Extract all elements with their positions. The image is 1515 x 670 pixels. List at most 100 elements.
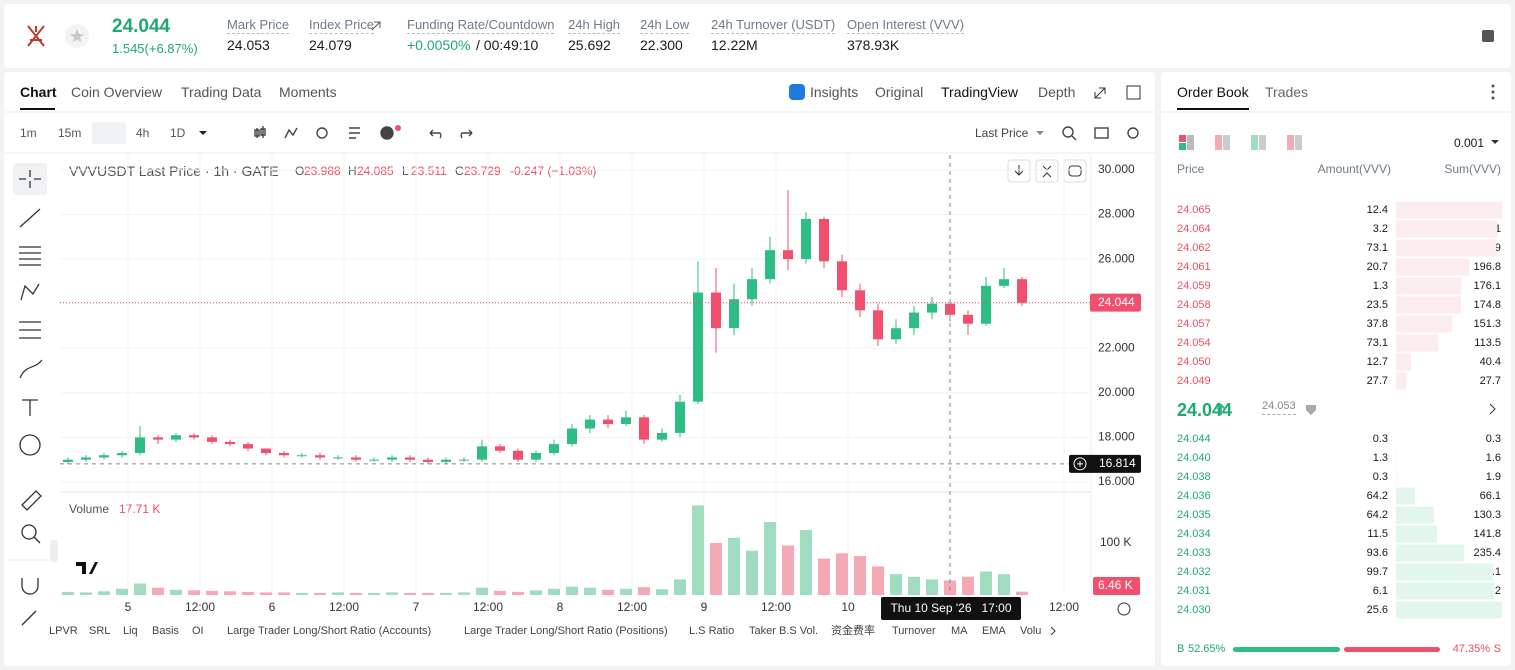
indicator[interactable]: Liq: [123, 625, 138, 637]
order-sum: 1.9: [1485, 471, 1501, 483]
order-price[interactable]: 24.062: [1177, 242, 1211, 254]
interval[interactable]: 4h: [136, 126, 150, 140]
indicator[interactable]: L.S Ratio: [689, 625, 735, 637]
indicator[interactable]: Volu: [1020, 625, 1042, 637]
order-price[interactable]: 24.065: [1177, 204, 1211, 216]
order-price[interactable]: 24.050: [1177, 356, 1211, 368]
order-price[interactable]: 24.032: [1177, 566, 1211, 578]
order-amount: 1.3: [1372, 280, 1388, 292]
buy-ratio: 52.65%: [1188, 643, 1226, 655]
interval[interactable]: 1h: [102, 126, 116, 140]
ohlc-key: L: [402, 164, 409, 178]
order-price[interactable]: 24.057: [1177, 318, 1211, 330]
indicator[interactable]: Large Trader Long/Short Ratio (Accounts): [227, 625, 432, 637]
view-option[interactable]: Insights: [810, 84, 859, 100]
order-price[interactable]: 24.061: [1177, 261, 1211, 273]
order-sum: 273.1: [1473, 223, 1501, 235]
view-option[interactable]: Original: [875, 84, 924, 100]
stat-label: Funding Rate/Countdown: [407, 17, 555, 34]
view-option[interactable]: TradingView: [941, 84, 1019, 100]
ohlc-key: H: [348, 164, 357, 178]
view-option[interactable]: Depth: [1038, 84, 1076, 100]
order-price[interactable]: 24.034: [1177, 528, 1211, 540]
order-amount: 23.5: [1366, 299, 1388, 311]
order-sum: 0.3: [1485, 433, 1501, 445]
order-price[interactable]: 24.044: [1177, 433, 1211, 445]
tab[interactable]: Moments: [279, 84, 337, 100]
order-sum: 176.1: [1473, 280, 1501, 292]
stat-value: 24.079: [309, 37, 352, 53]
indicator[interactable]: MA: [951, 625, 968, 637]
stat-value: 378.93K: [847, 37, 900, 53]
tab[interactable]: Trading Data: [181, 84, 262, 100]
order-price[interactable]: 24.038: [1177, 471, 1211, 483]
interval[interactable]: 1m: [20, 126, 37, 140]
interval[interactable]: 1D: [170, 126, 186, 140]
order-sum: 151.3: [1473, 318, 1501, 330]
column-header: Amount(VVV): [1317, 162, 1391, 176]
order-sum: 1.6: [1485, 452, 1501, 464]
ohlc-value: 23.729: [464, 164, 501, 178]
last-price: 24.044: [112, 16, 171, 37]
indicator[interactable]: Basis: [152, 625, 179, 637]
order-amount: 27.7: [1366, 375, 1388, 387]
ohlc-key: C: [455, 164, 464, 178]
order-amount: 25.6: [1366, 604, 1388, 616]
order-price[interactable]: 24.030: [1177, 604, 1211, 616]
order-sum: 174.8: [1473, 299, 1501, 311]
volume-current: 17.71 K: [119, 502, 161, 516]
indicator[interactable]: SRL: [89, 625, 111, 637]
indicator[interactable]: 资金费率: [831, 625, 875, 637]
sell-ratio: 47.35%: [1452, 643, 1490, 655]
indicator[interactable]: Large Trader Long/Short Ratio (Positions…: [464, 625, 668, 637]
order-price[interactable]: 24.031: [1177, 585, 1211, 597]
stat-label: 24h Turnover (USDT): [711, 17, 836, 34]
order-sum: 366.8: [1473, 604, 1501, 616]
tab[interactable]: Order Book: [1177, 84, 1249, 100]
stat-value: / 00:49:10: [476, 37, 539, 53]
order-amount: 0.3: [1372, 433, 1388, 445]
order-price[interactable]: 24.058: [1177, 299, 1211, 311]
price-change: 1.545(+6.87%): [112, 41, 198, 56]
order-sum: 285.5: [1473, 204, 1501, 216]
order-price[interactable]: 24.064: [1177, 223, 1211, 235]
order-amount: 37.8: [1366, 318, 1388, 330]
stat-value: +0.0050%: [407, 37, 471, 53]
indicator[interactable]: LPVR: [49, 625, 78, 637]
tab[interactable]: Chart: [20, 84, 57, 100]
order-sum: 27.7: [1479, 375, 1501, 387]
stat-label: 24h Low: [640, 17, 690, 34]
order-sum: 130.3: [1473, 509, 1501, 521]
order-price[interactable]: 24.049: [1177, 375, 1211, 387]
order-sum: 40.4: [1479, 356, 1501, 368]
indicator[interactable]: EMA: [982, 625, 1006, 637]
order-price[interactable]: 24.054: [1177, 337, 1211, 349]
stat-value: 24.053: [227, 37, 270, 53]
order-amount: 93.6: [1366, 547, 1388, 559]
price-source[interactable]: Last Price: [975, 126, 1029, 140]
indicator[interactable]: Taker B.S Vol.: [749, 625, 819, 637]
tab[interactable]: Trades: [1265, 84, 1309, 100]
stat-value: 25.692: [568, 37, 611, 53]
column-header: Price: [1177, 162, 1205, 176]
stat-label: 24h High: [568, 17, 621, 34]
order-price[interactable]: 24.040: [1177, 452, 1211, 464]
indicator[interactable]: OI: [192, 625, 204, 637]
order-price[interactable]: 24.059: [1177, 280, 1211, 292]
order-sum: 335.1: [1473, 566, 1501, 578]
mid-price: 24.044: [1177, 400, 1233, 420]
stat-value: 22.300: [640, 37, 683, 53]
order-price[interactable]: 24.033: [1177, 547, 1211, 559]
order-price[interactable]: 24.035: [1177, 509, 1211, 521]
order-amount: 64.2: [1366, 490, 1388, 502]
column-header: Sum(VVV): [1444, 162, 1501, 176]
stat-label: Index Price: [309, 17, 375, 34]
precision[interactable]: 0.001: [1454, 136, 1485, 150]
interval[interactable]: 15m: [58, 126, 82, 140]
order-amount: 73.1: [1366, 242, 1388, 254]
stat-label: Open Interest (VVV): [847, 17, 965, 34]
tab[interactable]: Coin Overview: [71, 84, 163, 100]
indicator[interactable]: Turnover: [892, 625, 936, 637]
order-price[interactable]: 24.036: [1177, 490, 1211, 502]
